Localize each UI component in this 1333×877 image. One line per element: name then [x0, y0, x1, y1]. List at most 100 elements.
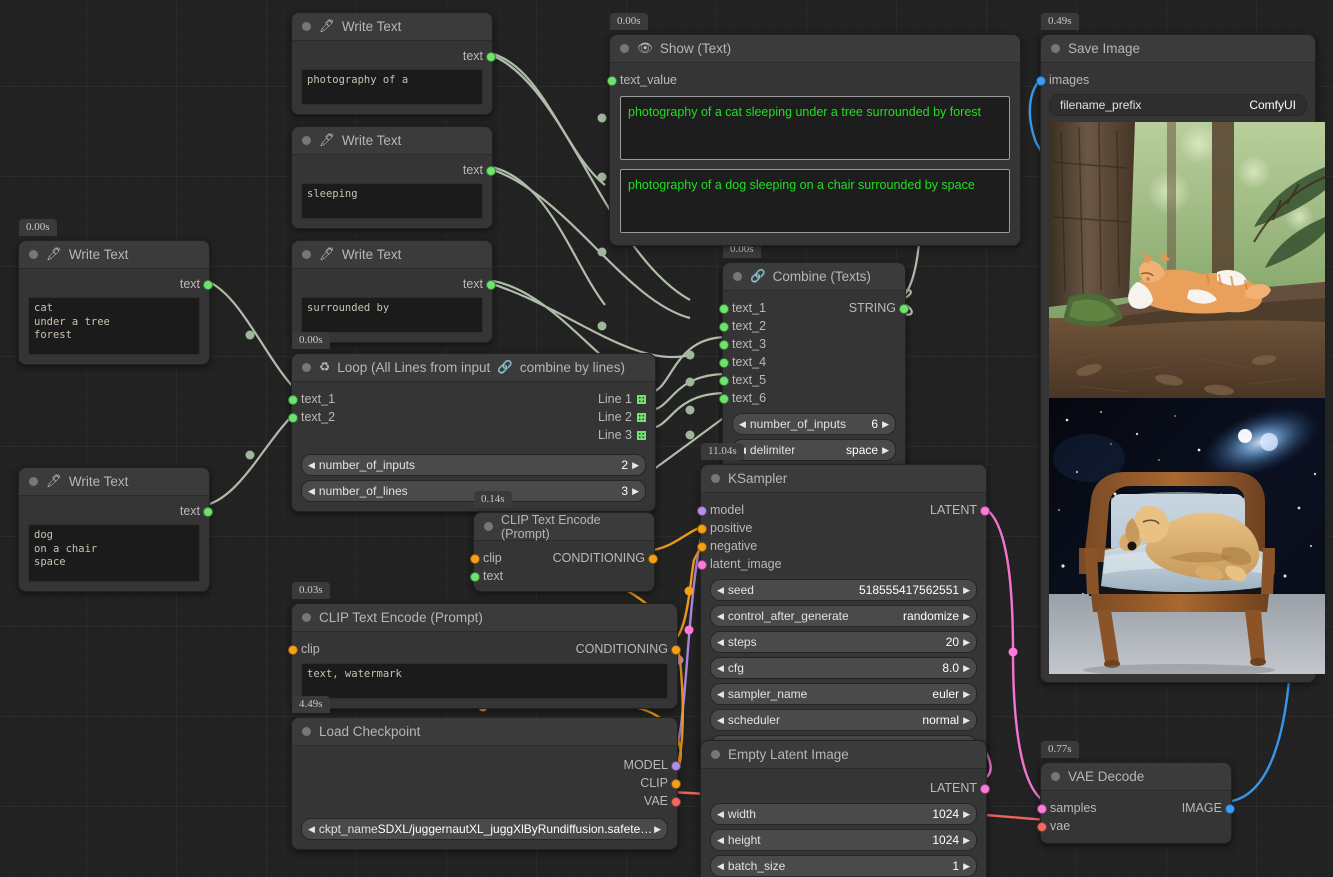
output-port-clip[interactable] — [671, 779, 681, 789]
collapse-dot-icon[interactable] — [302, 22, 311, 31]
decrement-arrow-icon[interactable]: ◀ — [717, 834, 724, 845]
input-port-images[interactable] — [1036, 76, 1046, 86]
output-port-string[interactable] — [899, 304, 909, 314]
node-write-text-1[interactable]: 🖊 Write Text text photography of a — [291, 12, 496, 115]
node-show-text[interactable]: 0.00s 👁 Show (Text) text_value photograp… — [607, 13, 1021, 246]
output-slot-latent[interactable]: LATENT — [710, 779, 990, 797]
increment-arrow-icon[interactable]: ▶ — [963, 662, 970, 673]
widget-value[interactable]: 6 — [871, 417, 879, 431]
collapse-dot-icon[interactable] — [711, 474, 720, 483]
output-port-text[interactable] — [203, 507, 213, 517]
text-value-input[interactable]: cat under a tree forest — [28, 297, 200, 355]
increment-arrow-icon[interactable]: ▶ — [963, 834, 970, 845]
output-port-text[interactable] — [486, 52, 496, 62]
input-port-text-2[interactable] — [719, 322, 729, 332]
output-slot-vae[interactable]: VAE — [301, 792, 681, 810]
decrement-arrow-icon[interactable]: ◀ — [717, 808, 724, 819]
decrement-arrow-icon[interactable]: ◀ — [308, 485, 315, 496]
input-port-text-value[interactable] — [607, 76, 617, 86]
node-ksampler[interactable]: 11.04s KSampler model LATENT positive ne… — [697, 443, 990, 767]
node-title-bar[interactable]: Save Image — [1041, 35, 1315, 63]
node-title-bar[interactable]: 🖊 Write Text — [292, 241, 492, 269]
widget-height[interactable]: ◀ height 1024 ▶ — [710, 829, 977, 851]
input-port-clip[interactable] — [470, 554, 480, 564]
node-vae-decode[interactable]: 0.77s VAE Decode samples IMAGE vae — [1037, 741, 1235, 844]
node-title-bar[interactable]: Load Checkpoint — [292, 718, 677, 746]
input-slot-clip[interactable]: clip CONDITIONING — [288, 640, 681, 658]
widget-value[interactable]: 1024 — [932, 833, 960, 847]
widget-cfg[interactable]: ◀ cfg 8.0 ▶ — [710, 657, 977, 679]
decrement-arrow-icon[interactable]: ◀ — [717, 636, 724, 647]
node-title-bar[interactable]: VAE Decode — [1041, 763, 1231, 791]
widget-filename-prefix[interactable]: filename_prefix ComfyUI — [1049, 94, 1307, 116]
widget-value[interactable]: space — [846, 443, 879, 457]
text-value-input[interactable]: dog on a chair space — [28, 524, 200, 582]
input-slot-text-value[interactable]: text_value — [607, 71, 1010, 89]
increment-arrow-icon[interactable]: ▶ — [882, 444, 889, 455]
output-port-image[interactable] — [1225, 804, 1235, 814]
input-slot-vae[interactable]: vae — [1037, 817, 1222, 835]
node-title-bar[interactable]: 👁 Show (Text) — [610, 35, 1020, 63]
input-slot-text[interactable]: text — [470, 567, 645, 585]
output-slot-clip[interactable]: CLIP — [301, 774, 681, 792]
widget-width[interactable]: ◀ width 1024 ▶ — [710, 803, 977, 825]
output-slot-text[interactable]: text — [301, 275, 496, 293]
node-title-bar[interactable]: 🔗 Combine (Texts) — [723, 263, 905, 291]
output-port-text[interactable] — [203, 280, 213, 290]
increment-arrow-icon[interactable]: ▶ — [963, 714, 970, 725]
collapse-dot-icon[interactable] — [302, 363, 311, 372]
grid-output-icon[interactable] — [637, 430, 646, 440]
node-write-text-cat[interactable]: 0.00s 🖊 Write Text text cat under a tree… — [18, 219, 213, 365]
text-value-input[interactable]: surrounded by — [301, 297, 483, 333]
input-port-latent-image[interactable] — [697, 560, 707, 570]
widget-value[interactable]: 1 — [952, 859, 960, 873]
node-save-image[interactable]: 0.49s Save Image images filename_prefix … — [1036, 13, 1325, 683]
node-title-bar[interactable]: 🖊 Write Text — [292, 13, 492, 41]
widget-value[interactable]: 8.0 — [942, 661, 960, 675]
node-title-bar[interactable]: ♻ Loop (All Lines from input 🔗 combine b… — [292, 354, 655, 382]
input-port-text-6[interactable] — [719, 394, 729, 404]
node-clip-text-encode-positive[interactable]: 0.14s CLIP Text Encode (Prompt) clip CON… — [470, 491, 658, 592]
input-slot-text-2[interactable]: text_2 — [719, 317, 896, 335]
input-slot-latent-image[interactable]: latent_image — [697, 555, 977, 573]
collapse-dot-icon[interactable] — [29, 477, 38, 486]
input-slot-text-6[interactable]: text_6 — [719, 389, 896, 407]
output-port-text[interactable] — [486, 166, 496, 176]
widget-scheduler[interactable]: ◀ scheduler normal ▶ — [710, 709, 977, 731]
node-title-bar[interactable]: 🖊 Write Text — [19, 468, 209, 496]
grid-output-icon[interactable] — [637, 412, 646, 422]
node-title-bar[interactable]: 🖊 Write Text — [292, 127, 492, 155]
output-slot-model[interactable]: MODEL — [301, 756, 681, 774]
show-text-output-2[interactable]: photography of a dog sleeping on a chair… — [620, 169, 1010, 233]
node-load-checkpoint[interactable]: 4.49s Load Checkpoint MODEL CLIP VAE ◀ c… — [291, 696, 681, 850]
collapse-dot-icon[interactable] — [302, 136, 311, 145]
node-write-text-3[interactable]: 🖊 Write Text text surrounded by — [291, 240, 496, 343]
increment-arrow-icon[interactable]: ▶ — [632, 459, 639, 470]
node-title-bar[interactable]: Empty Latent Image — [701, 741, 986, 769]
decrement-arrow-icon[interactable]: ◀ — [717, 714, 724, 725]
increment-arrow-icon[interactable]: ▶ — [654, 823, 661, 834]
output-slot-line-2[interactable]: Line 2 — [598, 408, 646, 426]
widget-batch-size[interactable]: ◀ batch_size 1 ▶ — [710, 855, 977, 877]
input-port-text-3[interactable] — [719, 340, 729, 350]
generated-image-dog[interactable] — [1049, 398, 1325, 674]
collapse-dot-icon[interactable] — [1051, 772, 1060, 781]
widget-seed[interactable]: ◀ seed 518555417562551 ▶ — [710, 579, 977, 601]
widget-value[interactable]: normal — [922, 713, 960, 727]
node-write-text-dog[interactable]: 🖊 Write Text text dog on a chair space — [18, 467, 213, 592]
widget-delimiter[interactable]: ◀ delimiter space ▶ — [732, 439, 896, 461]
input-slot-text-3[interactable]: text_3 — [719, 335, 896, 353]
input-port-negative[interactable] — [697, 542, 707, 552]
increment-arrow-icon[interactable]: ▶ — [882, 418, 889, 429]
decrement-arrow-icon[interactable]: ◀ — [739, 418, 746, 429]
decrement-arrow-icon[interactable]: ◀ — [308, 823, 315, 834]
increment-arrow-icon[interactable]: ▶ — [963, 584, 970, 595]
input-slot-text-5[interactable]: text_5 — [719, 371, 896, 389]
input-port-text-4[interactable] — [719, 358, 729, 368]
collapse-dot-icon[interactable] — [620, 44, 629, 53]
output-slot-text[interactable]: text — [301, 47, 496, 65]
input-slot-images[interactable]: images — [1036, 71, 1307, 89]
collapse-dot-icon[interactable] — [302, 613, 311, 622]
input-slot-text-1[interactable]: text_1 — [288, 390, 335, 408]
decrement-arrow-icon[interactable]: ◀ — [717, 688, 724, 699]
